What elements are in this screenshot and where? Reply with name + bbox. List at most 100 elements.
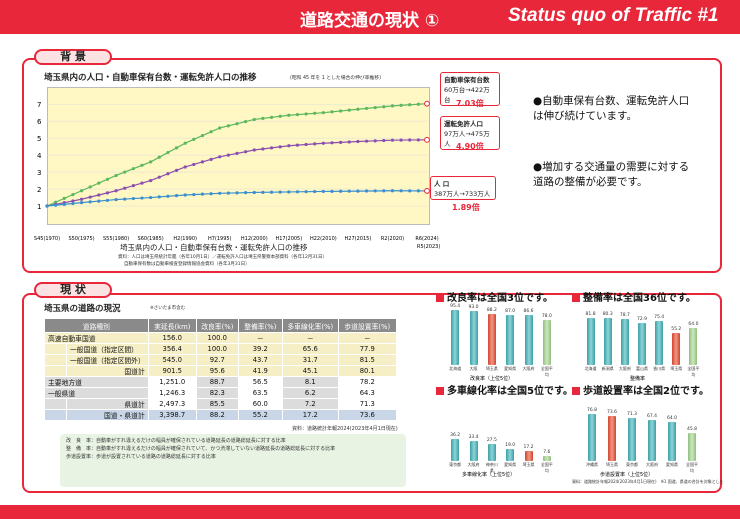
series-point bbox=[183, 165, 187, 169]
mini-bar bbox=[620, 319, 629, 365]
series-point bbox=[218, 191, 222, 195]
x-tick-label: S45(1970) bbox=[34, 236, 60, 242]
mini-bar-value: 95.4 bbox=[450, 303, 461, 309]
series-point bbox=[295, 112, 300, 117]
mini-bar-value: 67.4 bbox=[646, 413, 658, 419]
series-point bbox=[114, 173, 118, 178]
series-point bbox=[71, 199, 75, 203]
series-point bbox=[235, 191, 239, 195]
series-point bbox=[373, 105, 377, 110]
vehicles-callout: 自動車保有台数 60万台→422万台 bbox=[440, 72, 500, 106]
row-value: 156.0 bbox=[147, 332, 197, 344]
row-value: 6.2 bbox=[281, 387, 339, 399]
chart-caption: 埼玉県内の人口・自動車保有台数・運転免許人口の推移 bbox=[120, 243, 308, 252]
series-point bbox=[200, 160, 205, 164]
page-title-jp: 道路交通の現状 ① bbox=[300, 11, 440, 31]
series-point bbox=[416, 189, 420, 193]
series-point bbox=[174, 168, 179, 172]
series-point bbox=[174, 194, 179, 198]
series-point bbox=[157, 195, 161, 199]
series-point bbox=[97, 193, 101, 197]
row-value: 31.7 bbox=[281, 354, 339, 366]
mini-bar bbox=[506, 449, 515, 461]
series-point bbox=[252, 190, 256, 195]
series-point bbox=[321, 141, 325, 145]
row-category bbox=[44, 354, 67, 366]
series-point bbox=[278, 190, 282, 194]
column-header: 整備率(%) bbox=[237, 318, 283, 333]
definition-improvement: 改 良 率：自動車がすれ違えるだけの幅員が確保されている道路延長の道路総延長に対… bbox=[66, 438, 286, 444]
y-tick-label: 2 bbox=[37, 186, 41, 194]
series-point bbox=[364, 189, 369, 193]
series-point bbox=[252, 117, 256, 122]
mini-bar-value: 64.0 bbox=[666, 415, 678, 421]
series-point bbox=[313, 189, 317, 194]
growth-chart-area bbox=[47, 87, 430, 225]
row-value: 95.6 bbox=[195, 365, 239, 377]
series-point bbox=[88, 185, 92, 189]
mini-bar bbox=[603, 318, 612, 365]
table-row: 一般国道（指定区間外） 545.0 92.7 43.7 31.7 81.5 bbox=[44, 354, 397, 366]
mini-bar bbox=[689, 327, 698, 365]
series-point bbox=[131, 184, 135, 188]
table-title: 埼玉県の道路の現況 bbox=[44, 304, 121, 314]
series-point bbox=[356, 189, 360, 193]
mini-bar-label: 北海道 bbox=[584, 366, 597, 371]
road-status-table: 道路種別 実延長(km) 改良率(%) 整備率(%) 多車線化率(%) 歩道設置… bbox=[44, 318, 397, 421]
series-point bbox=[71, 201, 75, 206]
series-point bbox=[356, 107, 360, 111]
table-row: 一般県道 1,246.3 82.3 63.5 6.2 64.3 bbox=[44, 387, 397, 399]
series-point bbox=[157, 155, 161, 159]
series-point bbox=[347, 108, 351, 112]
mini-bar bbox=[588, 414, 596, 461]
x-tick-label: S55(1980) bbox=[103, 236, 129, 242]
series-point bbox=[71, 192, 75, 197]
chart-source-1: 資料：人口は埼玉県統計年鑑（各年10月1日）／運転免許人口は埼玉県警察本部資料（… bbox=[118, 255, 328, 260]
series-point bbox=[140, 196, 144, 200]
series-endpoint bbox=[424, 188, 430, 194]
series-point bbox=[356, 139, 360, 144]
mini-bar bbox=[628, 417, 636, 461]
row-subtype: 国道・県道計 bbox=[66, 409, 149, 421]
mini-sub-0: 改良率（上位5位） bbox=[470, 376, 514, 382]
sidewalk-heading: 歩道設置率は全国2位です。 bbox=[572, 382, 709, 397]
mini-bar-label: 大阪府 bbox=[522, 366, 535, 371]
column-header: 歩道設置率(%) bbox=[337, 318, 397, 333]
mini-bar bbox=[688, 433, 696, 461]
series-point bbox=[295, 190, 300, 194]
mini-bar-value: 64.0 bbox=[688, 321, 699, 327]
mini-bar-label: 大阪 bbox=[469, 366, 478, 371]
mini-bar-label: 埼玉県 bbox=[606, 462, 618, 467]
series-point bbox=[269, 146, 274, 150]
y-tick-label: 4 bbox=[37, 152, 42, 160]
series-point bbox=[209, 157, 213, 161]
row-subtype: 一般国道（指定区間外） bbox=[66, 354, 149, 366]
chart-source-2: 自動車保有数は自動車検査登録情報協会資料（各年3月31日） bbox=[124, 262, 250, 267]
multilane-mini-chart: 36.2 東京都 33.4 大阪府 27.5 神奈川県 19.0 愛知県 17.2 埼玉県 7.6 全… bbox=[436, 395, 566, 473]
series-point bbox=[149, 195, 153, 200]
x-tick-label: R6(2024) bbox=[415, 236, 438, 242]
mini-bar-label: 全国平均 bbox=[540, 366, 553, 377]
row-value: 64.3 bbox=[337, 387, 397, 399]
row-value: 88.2 bbox=[195, 409, 239, 421]
row-subtype: 県道計 bbox=[66, 398, 149, 410]
x-tick-label: H7(1995) bbox=[208, 236, 232, 242]
mini-bar-label: 東京都 bbox=[449, 462, 462, 467]
mini-bar bbox=[668, 421, 676, 461]
series-point bbox=[235, 122, 239, 126]
column-header: 道路種別 bbox=[44, 318, 149, 333]
row-value: 77.9 bbox=[337, 343, 397, 355]
y-tick-label: 5 bbox=[37, 135, 41, 143]
mini-sub-2: 多車線化率（上位5位） bbox=[462, 472, 516, 478]
sidewalk-mini-chart: 76.8 沖縄県 73.6 埼玉県 71.3 東京都 67.4 大阪府 64.0 愛知県 45.8 全… bbox=[572, 395, 712, 473]
mini-bar-label: 全国平均 bbox=[686, 462, 698, 473]
series-point bbox=[105, 177, 110, 181]
series-point bbox=[269, 190, 274, 194]
row-value: 100.0 bbox=[195, 332, 239, 344]
mini-bar-value: 19.0 bbox=[505, 443, 516, 449]
series-point bbox=[416, 138, 420, 142]
table-row: 国道計 901.5 95.6 41.9 45.1 80.1 bbox=[44, 365, 397, 377]
mini-sub-3: 歩道設置率（上位5位） bbox=[600, 472, 654, 478]
series-point bbox=[79, 189, 84, 193]
mini-bar-value: 78.7 bbox=[619, 313, 630, 319]
